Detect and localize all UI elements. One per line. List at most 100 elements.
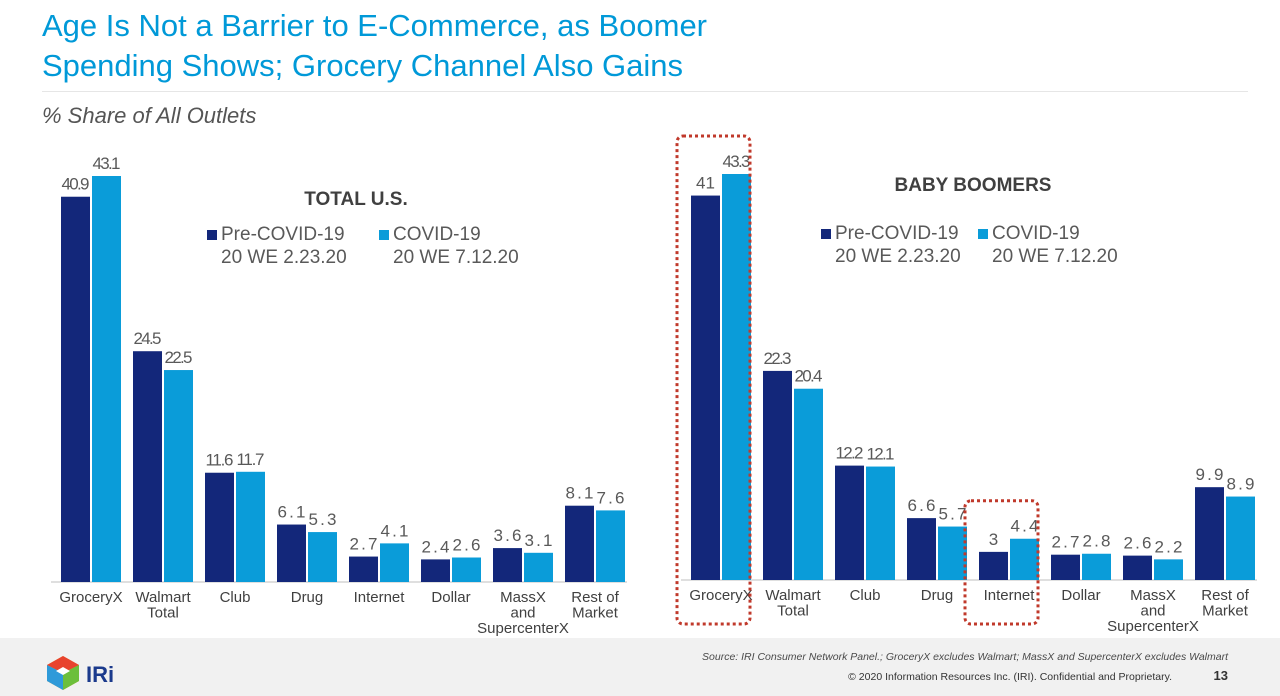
bar-0-1-1 — [164, 370, 193, 582]
bar-1-0-5 — [1051, 554, 1080, 580]
data-label-1-1-3: 5.7 — [939, 505, 967, 524]
slide-title-line2: Spending Shows; Grocery Channel Also Gai… — [42, 48, 684, 83]
data-label-1-1-1: 20.4 — [795, 367, 823, 386]
legend-swatch-0-1 — [379, 230, 389, 240]
data-label-0-1-3: 5.3 — [309, 510, 337, 529]
legend-label-0-0: Pre-COVID-19 — [221, 224, 345, 245]
data-label-1-1-2: 12.1 — [867, 445, 895, 464]
highlight-box-1-4 — [963, 499, 1040, 626]
highlight-box-1-0 — [675, 134, 752, 626]
data-label-1-1-6: 2.2 — [1155, 537, 1183, 556]
bar-1-0-0 — [691, 195, 720, 580]
bar-0-1-2 — [236, 471, 265, 582]
category-label-0-7-1: Market — [572, 605, 619, 622]
data-label-0-0-7: 8.1 — [566, 484, 594, 503]
bar-1-1-2 — [866, 466, 895, 580]
category-label-0-4-0: Internet — [354, 589, 406, 606]
category-label-0-6-0: MassX — [500, 589, 546, 606]
category-label-0-6-2: SupercenterX — [477, 620, 569, 637]
bar-0-0-6 — [493, 548, 522, 582]
slide-title: Age Is Not a Barrier to E-Commerce, as B… — [42, 6, 942, 86]
bar-1-1-0 — [722, 174, 751, 580]
category-label-1-4-0: Internet — [984, 587, 1036, 604]
category-label-0-1-1: Total — [147, 605, 179, 622]
bar-0-0-7 — [565, 505, 594, 582]
bar-0-0-4 — [349, 556, 378, 582]
category-label-1-6-0: MassX — [1130, 587, 1176, 604]
legend-label-0-1: COVID-19 — [393, 224, 481, 245]
slide-subtitle: % Share of All Outlets — [42, 103, 257, 128]
data-label-1-0-0: 41 — [696, 174, 715, 193]
data-label-1-0-7: 9.9 — [1196, 465, 1224, 484]
bar-1-1-1 — [794, 388, 823, 580]
legend-sub-1-1: 20 WE 7.12.20 — [992, 246, 1118, 267]
category-label-1-6-1: and — [1140, 603, 1165, 620]
legend-sub-1-0: 20 WE 2.23.20 — [835, 246, 961, 267]
bar-1-1-6 — [1154, 559, 1183, 580]
bar-1-0-3 — [907, 518, 936, 580]
data-label-1-1-7: 8.9 — [1227, 475, 1255, 494]
bar-0-0-3 — [277, 524, 306, 582]
category-label-0-6-1: and — [510, 605, 535, 622]
data-label-0-0-1: 24.5 — [134, 329, 162, 348]
data-label-0-1-5: 2.6 — [453, 536, 481, 555]
bar-0-1-3 — [308, 532, 337, 582]
category-label-0-0-0: GroceryX — [59, 589, 122, 606]
data-label-1-0-5: 2.7 — [1052, 533, 1080, 552]
bar-0-1-0 — [92, 176, 121, 582]
data-label-0-1-4: 4.1 — [381, 521, 409, 540]
category-label-0-5-0: Dollar — [431, 589, 470, 606]
bar-1-0-6 — [1123, 555, 1152, 580]
bar-1-1-3 — [938, 526, 967, 580]
data-label-0-1-0: 43.1 — [93, 154, 121, 173]
bar-1-1-7 — [1226, 496, 1255, 580]
legend-sub-0-1: 20 WE 7.12.20 — [393, 247, 519, 268]
category-label-1-5-0: Dollar — [1061, 587, 1100, 604]
category-label-0-1-0: Walmart — [135, 589, 191, 606]
bar-1-1-5 — [1082, 553, 1111, 580]
legend-sub-0-0: 20 WE 2.23.20 — [221, 247, 347, 268]
data-label-1-1-4: 4.4 — [1011, 517, 1039, 536]
chart-title-0: TOTAL U.S. — [304, 189, 407, 210]
data-label-1-1-0: 43.3 — [723, 152, 751, 171]
logo-text: IRi — [86, 662, 114, 687]
legend-label-1-0: Pre-COVID-19 — [835, 223, 959, 244]
iri-logo-icon: IRi — [47, 656, 114, 690]
footer — [0, 638, 1280, 696]
data-label-0-0-4: 2.7 — [350, 535, 378, 554]
category-label-1-2-0: Club — [850, 587, 881, 604]
legend-swatch-1-0 — [821, 229, 831, 239]
data-label-0-0-5: 2.4 — [422, 537, 450, 556]
bar-0-0-5 — [421, 559, 450, 582]
category-label-1-1-0: Walmart — [765, 587, 821, 604]
chart-title-1: BABY BOOMERS — [895, 175, 1052, 196]
legend-label-1-1: COVID-19 — [992, 223, 1080, 244]
data-label-1-1-5: 2.8 — [1083, 532, 1111, 551]
data-label-0-1-7: 7.6 — [597, 488, 625, 507]
data-label-0-0-0: 40.9 — [62, 175, 90, 194]
slide-title-line1: Age Is Not a Barrier to E-Commerce, as B… — [42, 8, 708, 43]
data-label-0-1-1: 22.5 — [165, 348, 193, 367]
category-label-0-7-0: Rest of — [571, 589, 619, 606]
data-label-0-1-6: 3.1 — [525, 531, 553, 550]
legend-swatch-1-1 — [978, 229, 988, 239]
bar-0-1-4 — [380, 543, 409, 582]
bar-0-1-5 — [452, 557, 481, 582]
data-label-0-0-3: 6.1 — [278, 503, 306, 522]
bar-1-1-4 — [1010, 538, 1039, 580]
source-note: Source: IRI Consumer Network Panel.; Gro… — [702, 651, 1228, 663]
copyright-note: © 2020 Information Resources Inc. (IRI).… — [848, 671, 1172, 683]
category-label-1-7-0: Rest of — [1201, 587, 1249, 604]
bar-1-0-1 — [763, 370, 792, 580]
category-label-1-0-0: GroceryX — [689, 587, 752, 604]
bar-0-1-7 — [596, 510, 625, 582]
page-number: 13 — [1213, 668, 1228, 683]
category-label-0-3-0: Drug — [291, 589, 324, 606]
data-label-1-0-3: 6.6 — [908, 496, 936, 515]
bar-0-1-6 — [524, 552, 553, 582]
category-label-1-1-1: Total — [777, 603, 809, 620]
legend-swatch-0-0 — [207, 230, 217, 240]
bar-0-0-1 — [133, 351, 162, 582]
bar-1-0-7 — [1195, 487, 1224, 580]
